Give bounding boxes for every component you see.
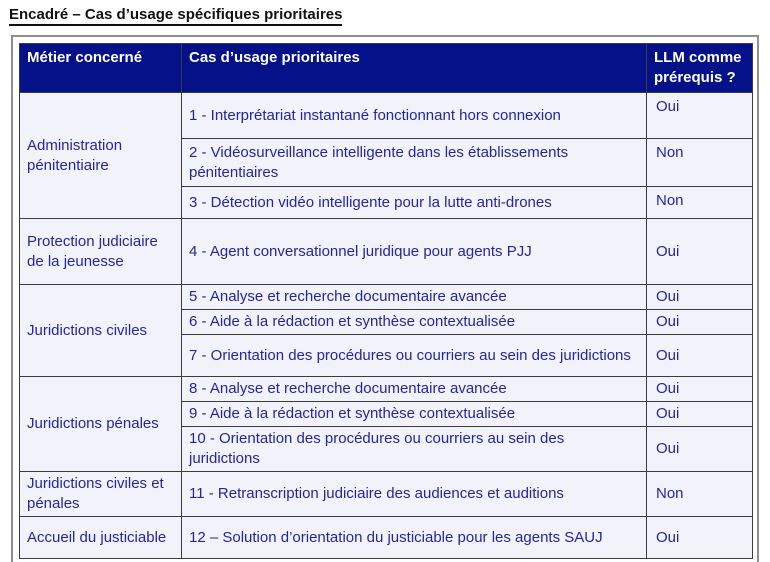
- table-row: 9 - Aide à la rédaction et synthèse cont…: [20, 401, 753, 427]
- table-row: 2 - Vidéosurveillance intelligente dans …: [20, 138, 753, 187]
- header-row: Métier concerné Cas d’usage prioritaires…: [19, 43, 753, 93]
- metier-cell: Juridictions pénales: [19, 376, 182, 472]
- llm-cell: Oui: [646, 401, 753, 427]
- llm-cell: Non: [646, 471, 753, 517]
- column-header-llm: LLM comme prérequis ?: [646, 43, 753, 93]
- metier-cell: Protection judiciaire de la jeunesse: [19, 218, 182, 285]
- table-row: Juridictions pénales 8 - Analyse et rech…: [19, 376, 753, 472]
- case-cell: 8 - Analyse et recherche documentaire av…: [181, 376, 647, 402]
- table-row: 7 - Orientation des procédures ou courri…: [20, 334, 753, 377]
- document-page: Encadré – Cas d’usage spécifiques priori…: [0, 6, 770, 562]
- use-cases-table: Métier concerné Cas d’usage prioritaires…: [19, 43, 753, 559]
- table-row: 3 - Détection vidéo intelligente pour la…: [20, 186, 753, 219]
- case-cell: 10 - Orientation des procédures ou courr…: [181, 426, 647, 472]
- case-cell: 7 - Orientation des procédures ou courri…: [181, 334, 647, 377]
- column-header-cas: Cas d’usage prioritaires: [181, 43, 647, 93]
- llm-cell: Oui: [646, 516, 753, 559]
- llm-cell: Oui: [646, 334, 753, 377]
- table-row: Juridictions civiles et pénales 11 - Ret…: [19, 471, 753, 517]
- case-cell: 3 - Détection vidéo intelligente pour la…: [181, 186, 647, 219]
- case-cell: 9 - Aide à la rédaction et synthèse cont…: [181, 401, 647, 427]
- case-cell: 1 - Interprétariat instantané fonctionna…: [181, 92, 647, 139]
- case-cell: 2 - Vidéosurveillance intelligente dans …: [181, 138, 647, 187]
- table-row: Accueil du justiciable 12 – Solution d’o…: [19, 516, 753, 559]
- llm-cell: Oui: [646, 376, 753, 402]
- case-cell: 5 - Analyse et recherche documentaire av…: [181, 284, 647, 310]
- llm-cell: Oui: [646, 92, 753, 139]
- llm-cell: Oui: [646, 309, 753, 335]
- page-title: Encadré – Cas d’usage spécifiques priori…: [9, 6, 770, 26]
- table-row: 6 - Aide à la rédaction et synthèse cont…: [20, 309, 753, 335]
- llm-cell: Non: [646, 138, 753, 187]
- llm-cell: Oui: [646, 426, 753, 472]
- column-header-metier: Métier concerné: [19, 43, 182, 93]
- table-row: 10 - Orientation des procédures ou courr…: [20, 426, 753, 472]
- llm-cell: Oui: [646, 218, 753, 285]
- metier-cell: Administration pénitentiaire: [19, 92, 182, 219]
- case-cell: 11 - Retranscription judiciaire des audi…: [181, 471, 647, 517]
- table-row: Administration pénitentiaire 1 - Interpr…: [19, 92, 753, 219]
- table-row: Juridictions civiles 5 - Analyse et rech…: [19, 284, 753, 377]
- metier-cell: Juridictions civiles et pénales: [19, 471, 182, 517]
- case-cell: 12 – Solution d’orientation du justiciab…: [181, 516, 647, 559]
- llm-cell: Non: [646, 186, 753, 219]
- table-container: Métier concerné Cas d’usage prioritaires…: [11, 35, 759, 562]
- page-title-text: Encadré – Cas d’usage spécifiques priori…: [9, 6, 343, 26]
- metier-cell: Juridictions civiles: [19, 284, 182, 377]
- llm-cell: Oui: [646, 284, 753, 310]
- case-cell: 6 - Aide à la rédaction et synthèse cont…: [181, 309, 647, 335]
- case-cell: 4 - Agent conversationnel juridique pour…: [181, 218, 647, 285]
- table-row: Protection judiciaire de la jeunesse 4 -…: [19, 218, 753, 285]
- metier-cell: Accueil du justiciable: [19, 516, 182, 559]
